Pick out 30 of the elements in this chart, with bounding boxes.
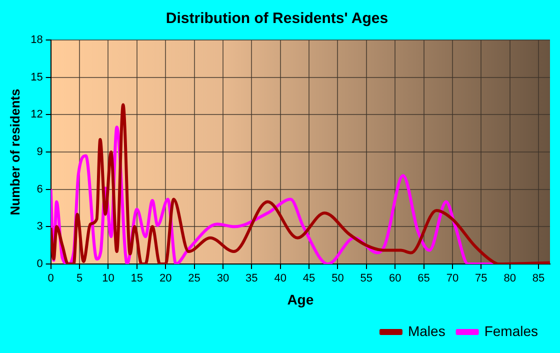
x-tick-label: 0 [48,272,54,285]
legend-label: Females [484,322,538,339]
x-tick-label: 55 [360,272,373,285]
x-tick-label: 80 [504,272,516,285]
y-tick-label: 15 [30,71,43,84]
x-tick-label: 35 [246,272,258,285]
x-tick-label: 30 [216,272,230,285]
x-tick-label: 10 [102,272,114,285]
x-tick-label: 5 [76,272,83,285]
x-tick-label: 65 [418,272,430,285]
chart-title: Distribution of Residents' Ages [166,10,388,28]
y-tick-label: 18 [30,34,43,46]
x-tick-label: 75 [475,272,488,285]
x-axis-title: Age [287,291,314,308]
x-tick-label: 50 [332,272,344,285]
y-tick-label: 12 [30,108,43,121]
y-tick-label: 3 [36,220,43,233]
x-tick-label: 25 [188,272,200,285]
legend-label: Males [408,322,446,339]
y-tick-label: 9 [36,146,43,158]
x-tick-label: 45 [302,272,316,285]
y-axis-title: Number of residents [7,88,22,216]
x-tick-label: 70 [446,272,459,285]
x-tick-label: 40 [274,272,286,285]
x-tick-label: 20 [159,272,172,285]
y-tick-label: 0 [36,258,43,270]
x-tick-label: 85 [532,272,545,285]
y-tick-label: 6 [36,183,43,196]
x-tick-label: 60 [388,272,402,285]
x-tick-label: 15 [130,272,144,285]
